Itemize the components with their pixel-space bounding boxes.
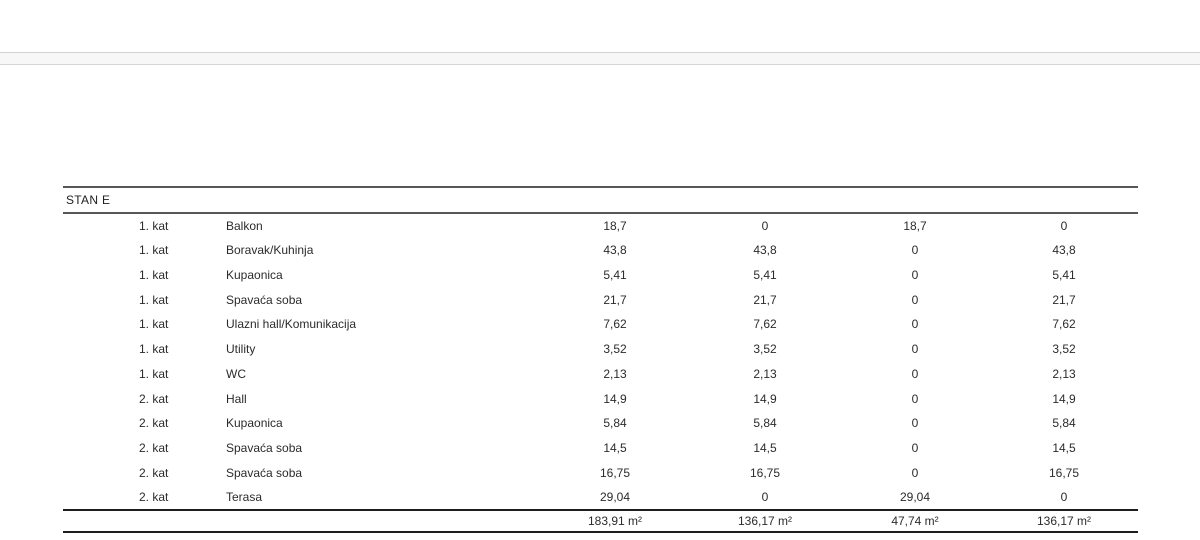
- room-cell: Utility: [226, 342, 256, 357]
- value-cell: 16,75: [749, 465, 781, 480]
- apartment-area-table: STAN E 1. kat Balkon 18,7 0 18,7 0 1. ka…: [63, 186, 1139, 533]
- table-row: 2. kat Kupaonica 5,84 5,84 0 5,84: [63, 411, 1138, 436]
- room-cell: Kupaonica: [226, 416, 283, 431]
- value-cell: 0: [911, 441, 919, 456]
- value-cell: 14,5: [1052, 441, 1076, 456]
- table-row: 2. kat Spavaća soba 16,75 16,75 0 16,75: [63, 461, 1138, 486]
- value-cell: 2,13: [753, 366, 777, 381]
- table-row: 1. kat Boravak/Kuhinja 43,8 43,8 0 43,8: [63, 238, 1138, 263]
- floor-cell: 1. kat: [139, 342, 169, 357]
- value-cell: 2,13: [603, 366, 627, 381]
- value-cell: 18,7: [603, 218, 627, 233]
- floor-cell: 2. kat: [139, 391, 169, 406]
- total-cell: 47,74 m²: [840, 509, 990, 533]
- value-cell: 0: [911, 317, 919, 332]
- total-cell: 183,91 m²: [540, 509, 690, 533]
- value-cell: 5,84: [1052, 416, 1076, 431]
- value-cell: 5,41: [603, 267, 627, 282]
- table-row: 1. kat WC 2,13 2,13 0 2,13: [63, 362, 1138, 387]
- totals-row: 183,91 m² 136,17 m² 47,74 m² 136,17 m²: [63, 509, 1139, 533]
- room-cell: Kupaonica: [226, 267, 283, 282]
- room-cell: Ulazni hall/Komunikacija: [226, 317, 357, 332]
- table-row: 1. kat Kupaonica 5,41 5,41 0 5,41: [63, 263, 1138, 288]
- value-cell: 0: [911, 465, 919, 480]
- page-divider-strip: [0, 52, 1200, 65]
- total-cell: 136,17 m²: [690, 509, 840, 533]
- table-row: 1. kat Ulazni hall/Komunikacija 7,62 7,6…: [63, 312, 1138, 337]
- room-cell: Terasa: [226, 490, 263, 505]
- value-cell: 21,7: [753, 292, 777, 307]
- value-cell: 29,04: [599, 490, 631, 505]
- table-row: 1. kat Spavaća soba 21,7 21,7 0 21,7: [63, 287, 1138, 312]
- value-cell: 3,52: [1052, 342, 1076, 357]
- value-cell: 29,04: [899, 490, 931, 505]
- value-cell: 0: [911, 416, 919, 431]
- value-cell: 18,7: [903, 218, 927, 233]
- value-cell: 43,8: [603, 243, 627, 258]
- room-cell: WC: [226, 366, 246, 381]
- value-cell: 0: [1060, 490, 1068, 505]
- value-cell: 5,41: [753, 267, 777, 282]
- table-row: 1. kat Balkon 18,7 0 18,7 0: [63, 213, 1138, 238]
- table-row: 1. kat Utility 3,52 3,52 0 3,52: [63, 337, 1138, 362]
- value-cell: 14,5: [753, 441, 777, 456]
- floor-cell: 1. kat: [139, 366, 169, 381]
- table-row: 2. kat Terasa 29,04 0 29,04 0: [63, 485, 1138, 510]
- value-cell: 3,52: [603, 342, 627, 357]
- value-cell: 0: [911, 366, 919, 381]
- value-cell: 14,9: [603, 391, 627, 406]
- total-cell: 136,17 m²: [990, 509, 1139, 533]
- value-cell: 21,7: [603, 292, 627, 307]
- value-cell: 7,62: [1052, 317, 1076, 332]
- totals-spacer: [200, 509, 540, 533]
- value-cell: 0: [911, 292, 919, 307]
- floor-cell: 2. kat: [139, 416, 169, 431]
- value-cell: 0: [761, 218, 769, 233]
- value-cell: 14,5: [603, 441, 627, 456]
- value-cell: 14,9: [1052, 391, 1076, 406]
- value-cell: 21,7: [1052, 292, 1076, 307]
- value-cell: 7,62: [603, 317, 627, 332]
- floor-cell: 1. kat: [139, 243, 169, 258]
- value-cell: 0: [911, 267, 919, 282]
- value-cell: 16,75: [1048, 465, 1080, 480]
- floor-cell: 2. kat: [139, 441, 169, 456]
- value-cell: 43,8: [753, 243, 777, 258]
- room-cell: Boravak/Kuhinja: [226, 243, 314, 258]
- table-row: 2. kat Hall 14,9 14,9 0 14,9: [63, 386, 1138, 411]
- room-cell: Spavaća soba: [226, 292, 303, 307]
- floor-cell: 1. kat: [139, 292, 169, 307]
- value-cell: 0: [911, 243, 919, 258]
- value-cell: 5,41: [1052, 267, 1076, 282]
- value-cell: 14,9: [753, 391, 777, 406]
- value-cell: 0: [1060, 218, 1068, 233]
- table-title-row: STAN E: [63, 186, 1139, 214]
- room-cell: Balkon: [226, 218, 263, 233]
- value-cell: 43,8: [1052, 243, 1076, 258]
- value-cell: 0: [911, 342, 919, 357]
- table-row: 2. kat Spavaća soba 14,5 14,5 0 14,5: [63, 436, 1138, 461]
- value-cell: 2,13: [1052, 366, 1076, 381]
- floor-cell: 2. kat: [139, 465, 169, 480]
- room-cell: Hall: [226, 391, 247, 406]
- value-cell: 7,62: [753, 317, 777, 332]
- value-cell: 16,75: [599, 465, 631, 480]
- value-cell: 0: [761, 490, 769, 505]
- floor-cell: 2. kat: [139, 490, 169, 505]
- value-cell: 5,84: [753, 416, 777, 431]
- totals-spacer: [63, 509, 200, 533]
- value-cell: 3,52: [753, 342, 777, 357]
- value-cell: 5,84: [603, 416, 627, 431]
- room-cell: Spavaća soba: [226, 465, 303, 480]
- floor-cell: 1. kat: [139, 317, 169, 332]
- value-cell: 0: [911, 391, 919, 406]
- apartment-title: STAN E: [63, 186, 1139, 214]
- floor-cell: 1. kat: [139, 267, 169, 282]
- room-cell: Spavaća soba: [226, 441, 303, 456]
- floor-cell: 1. kat: [139, 218, 169, 233]
